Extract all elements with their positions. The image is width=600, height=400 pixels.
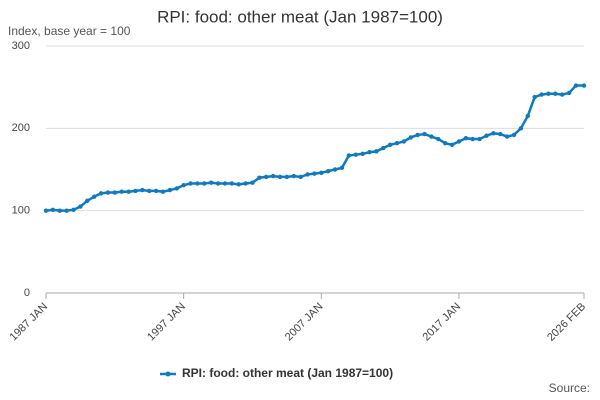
data-point (257, 175, 262, 180)
data-point (442, 140, 448, 146)
data-point (394, 140, 400, 146)
data-point (374, 149, 379, 154)
data-point (353, 152, 358, 157)
data-point (504, 134, 510, 139)
data-point (298, 174, 303, 180)
data-point (222, 181, 228, 186)
data-point (160, 189, 166, 194)
x-tick-label: 2007 JAN (283, 301, 326, 344)
data-point (167, 187, 173, 193)
data-point (546, 91, 551, 96)
data-point (449, 142, 455, 147)
legend-label: RPI: food: other meat (Jan 1987=100) (182, 366, 393, 380)
data-point (147, 188, 152, 194)
data-point (381, 145, 386, 151)
data-point (401, 139, 407, 144)
data-point (463, 136, 469, 141)
x-tick-label: 2017 JAN (420, 301, 463, 344)
data-point (532, 94, 537, 100)
data-point (560, 92, 565, 97)
data-point (43, 208, 49, 213)
data-point (229, 181, 235, 186)
data-point (215, 181, 221, 186)
data-point (312, 171, 317, 176)
data-point (498, 131, 503, 137)
data-point (339, 165, 345, 171)
source: Source: (549, 381, 590, 395)
data-point (250, 180, 255, 185)
subtitle: Index, base year = 100 (8, 24, 131, 38)
data-point (429, 134, 434, 139)
data-point (277, 174, 283, 180)
data-point (153, 188, 159, 194)
data-point (525, 113, 530, 119)
data-point (566, 90, 572, 96)
data-point (360, 151, 365, 157)
data-point (236, 182, 241, 187)
x-tick-label: 1997 JAN (145, 301, 188, 344)
data-point (270, 173, 276, 179)
data-point (112, 190, 118, 195)
data-point (415, 132, 420, 138)
x-tick-label: 1987 JAN (8, 301, 51, 344)
data-point (422, 131, 427, 137)
data-point (208, 180, 214, 185)
chart-title: RPI: food: other meat (Jan 1987=100) (157, 7, 443, 26)
data-point (264, 174, 269, 180)
x-tick-label: 2026 FEB (545, 301, 588, 344)
data-point (408, 135, 413, 140)
data-point (477, 136, 482, 142)
data-point (91, 194, 97, 199)
data-point (57, 208, 62, 213)
data-point (105, 190, 111, 195)
data-point (456, 139, 462, 144)
data-point (305, 172, 310, 177)
data-point (202, 181, 207, 186)
data-point (484, 133, 489, 138)
data-point (491, 131, 496, 136)
y-tick-label: 200 (12, 122, 30, 134)
data-point (78, 204, 83, 209)
y-tick-label: 300 (12, 40, 30, 52)
data-point (188, 181, 193, 186)
data-point (387, 142, 393, 147)
data-point (140, 187, 145, 193)
y-tick-label: 0 (24, 287, 30, 299)
data-point (581, 83, 587, 88)
data-point (71, 207, 76, 213)
data-point (518, 126, 524, 131)
data-point (64, 208, 69, 213)
data-point (367, 150, 372, 155)
data-point (174, 186, 179, 191)
data-point (346, 153, 352, 158)
data-point (436, 136, 441, 142)
data-point (470, 136, 475, 142)
data-point (511, 132, 517, 138)
data-point (243, 181, 248, 186)
data-point (195, 181, 200, 186)
data-point (181, 182, 186, 188)
data-point (133, 188, 138, 194)
data-point (126, 189, 131, 194)
data-point (325, 168, 331, 174)
data-point (85, 198, 90, 203)
data-point (573, 83, 579, 88)
data-point (539, 92, 544, 97)
data-point (50, 207, 56, 213)
data-point (284, 174, 290, 180)
y-tick-label: 100 (12, 205, 30, 217)
legend-marker (165, 371, 171, 377)
data-point (291, 173, 296, 179)
data-point (98, 191, 104, 196)
data-point (553, 91, 558, 96)
data-point (332, 167, 338, 172)
data-point (319, 170, 324, 175)
data-point (119, 189, 124, 194)
